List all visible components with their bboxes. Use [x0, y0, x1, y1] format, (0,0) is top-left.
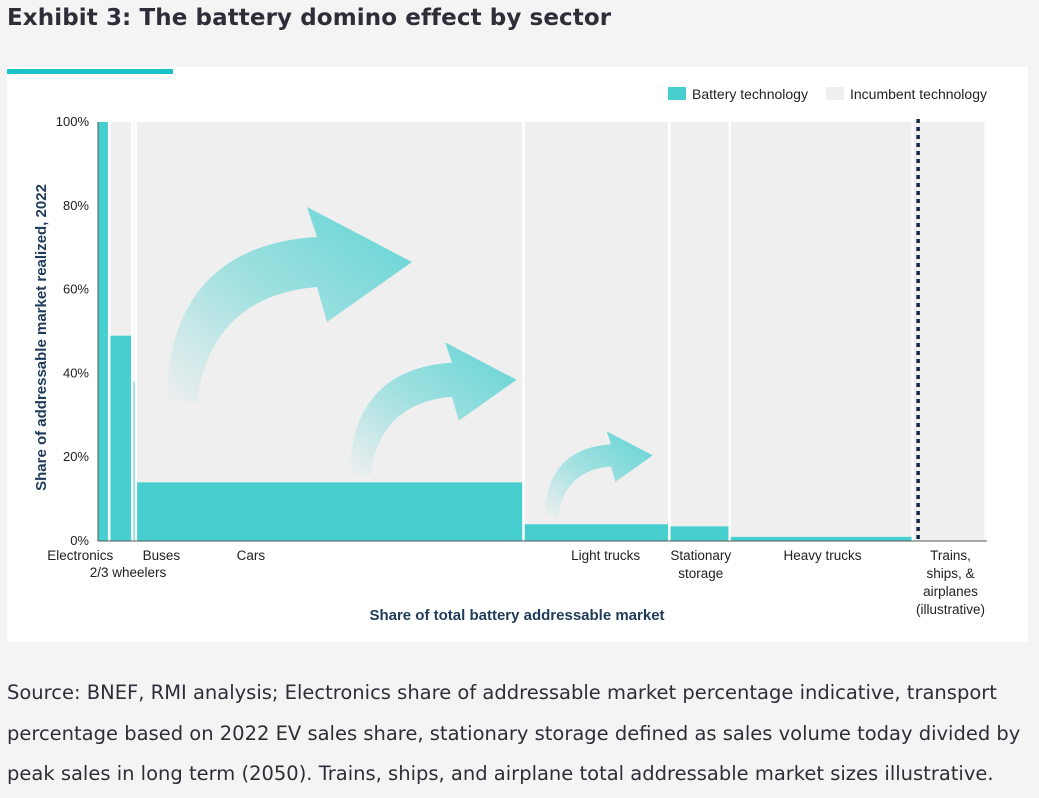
- domino-arrow-2-shape: [350, 342, 517, 475]
- y-axis-title: Share of addressable market realized, 20…: [33, 184, 50, 491]
- category-label-7: Trains, ships, & airplanes (illustrative): [916, 548, 985, 617]
- battery-bar-3: [137, 482, 523, 541]
- category-label-3: Cars: [237, 548, 266, 563]
- incumbent-bar-7: [914, 122, 985, 541]
- category-label-4: Light trucks: [571, 548, 640, 563]
- category-label-line: Buses: [143, 548, 181, 563]
- battery-bar-5: [670, 526, 729, 541]
- category-label-6: Heavy trucks: [784, 548, 862, 563]
- category-label-1: 2/3 wheelers: [90, 565, 167, 580]
- y-tick-label: 100%: [56, 114, 90, 129]
- category-label-line: airplanes: [923, 584, 978, 599]
- category-label-line: (illustrative): [916, 602, 985, 617]
- battery-bar-4: [524, 524, 669, 541]
- y-tick-label: 0%: [70, 533, 89, 548]
- legend-swatch-battery: [668, 87, 686, 100]
- y-tick-label: 40%: [63, 365, 89, 380]
- category-label-line: storage: [678, 566, 723, 581]
- domino-arrow-1-shape: [167, 207, 412, 402]
- category-label-line: Trains,: [930, 548, 971, 563]
- incumbent-bar-6: [730, 122, 912, 537]
- legend-label-battery: Battery technology: [692, 86, 808, 102]
- legend-swatch-incumbent: [826, 87, 844, 100]
- category-label-5: Stationary storage: [670, 548, 731, 581]
- category-label-line: Cars: [237, 548, 266, 563]
- category-label-0: Electronics: [47, 548, 113, 563]
- category-label-line: Light trucks: [571, 548, 640, 563]
- battery-bar-0: [98, 122, 108, 541]
- category-label-2: Buses: [143, 548, 181, 563]
- y-tick-label: 20%: [63, 449, 89, 464]
- domino-arrow-3: [545, 431, 653, 517]
- y-tick-label: 80%: [63, 198, 89, 213]
- chart-panel: 0% 20% 40% 60% 80% 100% Share of addressable m…: [7, 67, 1028, 642]
- category-label-line: ships, &: [927, 566, 975, 581]
- y-tick-label: 60%: [63, 282, 89, 297]
- incumbent-bar-2: [133, 122, 135, 382]
- legend-label-incumbent: Incumbent technology: [850, 86, 987, 102]
- x-axis-title: Share of total battery addressable marke…: [369, 607, 664, 624]
- category-label-line: Heavy trucks: [784, 548, 862, 563]
- battery-domino-chart: 0% 20% 40% 60% 80% 100% Share of addressable m…: [33, 86, 987, 624]
- domino-arrow-2: [350, 342, 517, 475]
- category-label-line: 2/3 wheelers: [90, 565, 167, 580]
- incumbent-bar-1: [110, 122, 132, 336]
- accent-bar: [7, 69, 173, 74]
- exhibit-title: Exhibit 3: The battery domino effect by …: [7, 5, 612, 31]
- incumbent-bar-5: [670, 122, 729, 527]
- category-label-line: Electronics: [47, 548, 113, 563]
- domino-arrow-3-shape: [545, 431, 653, 517]
- domino-arrow-1: [167, 207, 412, 402]
- category-label-line: Stationary: [670, 548, 731, 563]
- battery-bar-2: [133, 381, 135, 541]
- battery-bar-6: [730, 536, 912, 541]
- battery-bar-1: [110, 335, 132, 541]
- source-note: Source: BNEF, RMI analysis; Electronics …: [7, 681, 1021, 785]
